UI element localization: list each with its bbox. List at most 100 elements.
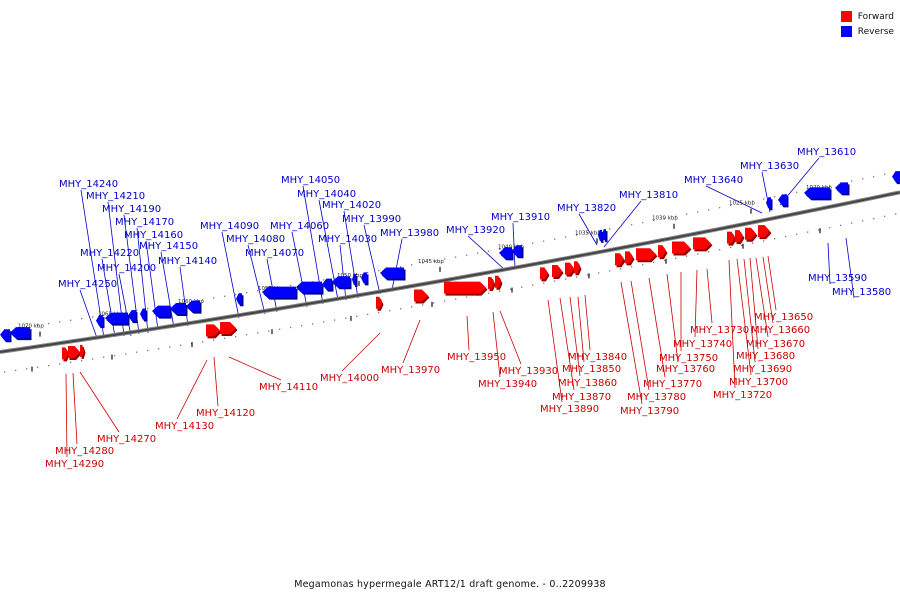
reverse-gene-label-mhy-14050[interactable]: MHY_14050 — [281, 175, 340, 186]
forward-gene-label-mhy-13790[interactable]: MHY_13790 — [620, 406, 679, 417]
forward-gene-label-mhy-13680[interactable]: MHY_13680 — [736, 351, 795, 362]
reverse-gene-label-mhy-13910[interactable]: MHY_13910 — [491, 212, 550, 223]
reverse-gene-label-mhy-14250[interactable]: MHY_14250 — [58, 279, 117, 290]
reverse-gene-label-mhy-14210[interactable]: MHY_14210 — [86, 191, 145, 202]
gene-reverse[interactable] — [128, 310, 136, 322]
gene-reverse[interactable] — [804, 187, 830, 199]
gene-reverse[interactable] — [0, 329, 10, 341]
forward-gene-label-mhy-13780[interactable]: MHY_13780 — [627, 392, 686, 403]
forward-gene-label-mhy-13870[interactable]: MHY_13870 — [552, 392, 611, 403]
reverse-gene-label-mhy-14140[interactable]: MHY_14140 — [158, 256, 217, 267]
gene-reverse[interactable] — [778, 194, 787, 206]
reverse-gene-label-mhy-14220[interactable]: MHY_14220 — [80, 248, 139, 259]
forward-gene-label-mhy-13660[interactable]: MHY_13660 — [751, 325, 810, 336]
gene-reverse[interactable] — [296, 281, 322, 293]
gene-forward[interactable] — [565, 262, 574, 275]
forward-gene-label-mhy-13930[interactable]: MHY_13930 — [499, 366, 558, 377]
forward-gene-label-mhy-13760[interactable]: MHY_13760 — [656, 364, 715, 375]
gene-reverse[interactable] — [380, 267, 404, 279]
gene-reverse[interactable] — [835, 182, 848, 194]
gene-forward[interactable] — [62, 347, 68, 360]
gene-forward[interactable] — [615, 253, 624, 266]
gene-reverse[interactable] — [105, 312, 128, 324]
reverse-gene-label-mhy-14080[interactable]: MHY_14080 — [226, 234, 285, 245]
reverse-gene-label-mhy-14190[interactable]: MHY_14190 — [102, 204, 161, 215]
reverse-gene-label-mhy-14200[interactable]: MHY_14200 — [97, 263, 156, 274]
gene-forward[interactable] — [658, 245, 666, 258]
gene-reverse[interactable] — [236, 293, 242, 305]
reverse-gene-label-mhy-14170[interactable]: MHY_14170 — [115, 217, 174, 228]
reverse-gene-label-mhy-14150[interactable]: MHY_14150 — [139, 241, 198, 252]
forward-gene-label-mhy-14270[interactable]: MHY_14270 — [97, 434, 156, 445]
gene-forward[interactable] — [68, 346, 80, 359]
gene-reverse[interactable] — [322, 278, 332, 290]
gene-reverse[interactable] — [140, 308, 146, 320]
gene-forward[interactable] — [745, 227, 756, 240]
forward-gene-label-mhy-13940[interactable]: MHY_13940 — [478, 379, 537, 390]
reverse-gene-label-mhy-13820[interactable]: MHY_13820 — [557, 203, 616, 214]
gene-forward[interactable] — [540, 267, 548, 280]
reverse-gene-label-mhy-13580[interactable]: MHY_13580 — [832, 287, 891, 298]
gene-forward[interactable] — [414, 289, 428, 302]
gene-forward[interactable] — [552, 264, 562, 277]
gene-forward[interactable] — [376, 296, 382, 309]
forward-gene-label-mhy-13860[interactable]: MHY_13860 — [558, 378, 617, 389]
gene-reverse[interactable] — [602, 229, 606, 241]
gene-forward[interactable] — [220, 321, 236, 334]
reverse-gene-label-mhy-14020[interactable]: MHY_14020 — [322, 200, 381, 211]
forward-gene-label-mhy-13890[interactable]: MHY_13890 — [540, 404, 599, 415]
gene-forward[interactable] — [735, 230, 743, 243]
reverse-gene-label-mhy-14030[interactable]: MHY_14030 — [318, 234, 377, 245]
gene-reverse[interactable] — [96, 315, 103, 327]
forward-gene-label-mhy-14110[interactable]: MHY_14110 — [259, 382, 318, 393]
gene-reverse[interactable] — [332, 276, 350, 288]
gene-forward[interactable] — [625, 251, 633, 264]
forward-gene-label-mhy-14130[interactable]: MHY_14130 — [155, 421, 214, 432]
reverse-gene-label-mhy-13640[interactable]: MHY_13640 — [684, 175, 743, 186]
gene-forward[interactable] — [758, 225, 770, 238]
forward-gene-label-mhy-13950[interactable]: MHY_13950 — [447, 352, 506, 363]
forward-gene-label-mhy-13700[interactable]: MHY_13700 — [729, 377, 788, 388]
forward-gene-label-mhy-13720[interactable]: MHY_13720 — [713, 390, 772, 401]
gene-reverse[interactable] — [170, 302, 186, 314]
reverse-gene-label-mhy-13610[interactable]: MHY_13610 — [797, 147, 856, 158]
reverse-gene-label-mhy-14160[interactable]: MHY_14160 — [124, 230, 183, 241]
gene-forward[interactable] — [206, 324, 220, 337]
forward-gene-label-mhy-14000[interactable]: MHY_14000 — [320, 373, 379, 384]
gene-forward[interactable] — [80, 344, 84, 357]
gene-reverse[interactable] — [262, 286, 296, 298]
gene-reverse[interactable] — [512, 245, 522, 257]
gene-reverse[interactable] — [186, 300, 200, 312]
gene-forward[interactable] — [672, 241, 690, 254]
forward-gene-label-mhy-14120[interactable]: MHY_14120 — [196, 408, 255, 419]
gene-reverse[interactable] — [892, 171, 900, 183]
forward-gene-label-mhy-13730[interactable]: MHY_13730 — [690, 325, 749, 336]
gene-reverse[interactable] — [361, 272, 367, 284]
reverse-gene-label-mhy-13920[interactable]: MHY_13920 — [446, 225, 505, 236]
forward-gene-label-mhy-14290[interactable]: MHY_14290 — [45, 459, 104, 470]
reverse-gene-label-mhy-14240[interactable]: MHY_14240 — [59, 179, 118, 190]
gene-reverse[interactable] — [152, 305, 170, 317]
reverse-gene-label-mhy-14070[interactable]: MHY_14070 — [245, 248, 304, 259]
gene-forward[interactable] — [488, 277, 494, 290]
gene-reverse[interactable] — [766, 197, 771, 209]
gene-forward[interactable] — [574, 261, 580, 274]
gene-forward[interactable] — [444, 281, 486, 294]
forward-gene-label-mhy-14280[interactable]: MHY_14280 — [55, 446, 114, 457]
gene-forward[interactable] — [727, 231, 735, 244]
reverse-gene-label-mhy-14060[interactable]: MHY_14060 — [270, 221, 329, 232]
gene-reverse[interactable] — [499, 247, 512, 259]
gene-reverse[interactable] — [598, 229, 602, 241]
reverse-gene-label-mhy-14040[interactable]: MHY_14040 — [297, 189, 356, 200]
forward-gene-label-mhy-13650[interactable]: MHY_13650 — [754, 312, 813, 323]
reverse-gene-label-mhy-13630[interactable]: MHY_13630 — [740, 161, 799, 172]
forward-gene-label-mhy-13770[interactable]: MHY_13770 — [643, 379, 702, 390]
gene-forward[interactable] — [636, 248, 656, 261]
forward-gene-label-mhy-13850[interactable]: MHY_13850 — [562, 364, 621, 375]
gene-forward[interactable] — [693, 237, 711, 250]
forward-gene-label-mhy-13840[interactable]: MHY_13840 — [568, 352, 627, 363]
forward-gene-label-mhy-13750[interactable]: MHY_13750 — [659, 353, 718, 364]
forward-gene-label-mhy-13970[interactable]: MHY_13970 — [381, 365, 440, 376]
forward-gene-label-mhy-13740[interactable]: MHY_13740 — [673, 339, 732, 350]
reverse-gene-label-mhy-13590[interactable]: MHY_13590 — [808, 273, 867, 284]
